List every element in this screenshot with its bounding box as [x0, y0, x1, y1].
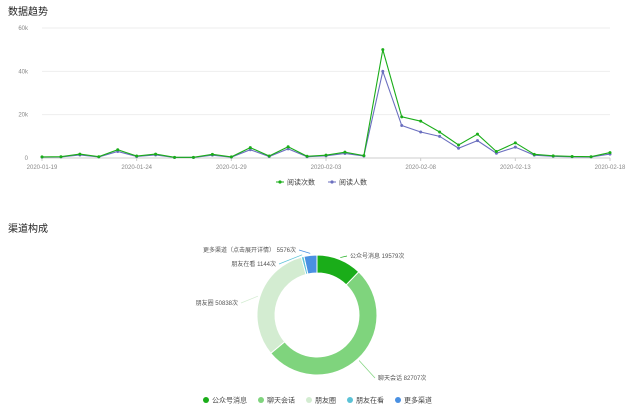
- data-point[interactable]: [475, 139, 479, 143]
- x-tick-label: 2020-02-13: [500, 165, 531, 171]
- data-point[interactable]: [116, 148, 120, 152]
- data-point[interactable]: [419, 130, 423, 134]
- legend-dot: [306, 397, 312, 403]
- legend-item[interactable]: 阅读人数: [328, 178, 367, 187]
- data-point[interactable]: [589, 155, 593, 159]
- donut-slice[interactable]: [303, 254, 318, 275]
- data-point[interactable]: [248, 146, 252, 150]
- slice-label: 更多渠道（点击展开详情） 5576次: [203, 246, 296, 254]
- x-tick-label: 2020-02-08: [405, 165, 436, 171]
- data-point[interactable]: [381, 69, 385, 73]
- x-tick-label: 2020-01-29: [216, 165, 247, 171]
- donut-slice[interactable]: [270, 271, 378, 376]
- slice-leader-line: [298, 249, 311, 254]
- data-point[interactable]: [173, 155, 177, 159]
- legend-label: 朋友圈: [315, 396, 336, 405]
- data-point[interactable]: [570, 154, 574, 158]
- legend-label: 阅读人数: [339, 178, 367, 187]
- data-point[interactable]: [210, 152, 214, 156]
- x-tick-label: 2020-02-03: [311, 165, 342, 171]
- data-point[interactable]: [191, 155, 195, 159]
- y-tick-label: 40k: [18, 69, 29, 75]
- data-point[interactable]: [608, 151, 612, 155]
- data-point[interactable]: [343, 150, 347, 154]
- data-point[interactable]: [305, 154, 309, 158]
- slice-label: 公众号消息 19579次: [350, 252, 404, 260]
- data-point[interactable]: [248, 148, 252, 152]
- slice-leader-line: [340, 255, 348, 258]
- data-point[interactable]: [97, 155, 101, 159]
- data-point[interactable]: [475, 132, 479, 136]
- legend-marker: [278, 180, 282, 184]
- legend-item[interactable]: 阅读次数: [276, 178, 315, 187]
- legend-dot: [347, 397, 353, 403]
- x-tick-label: 2020-02-18: [595, 165, 626, 171]
- legend-marker: [330, 180, 334, 184]
- data-point[interactable]: [513, 145, 517, 149]
- data-point[interactable]: [532, 152, 536, 156]
- legend-item[interactable]: 朋友圈: [306, 396, 336, 405]
- data-point[interactable]: [154, 152, 158, 156]
- legend-dot: [395, 397, 401, 403]
- legend-label: 公众号消息: [212, 396, 247, 405]
- y-tick-label: 0: [25, 156, 29, 162]
- legend-item[interactable]: 更多渠道: [395, 396, 432, 405]
- slice-leader-line: [278, 254, 303, 265]
- legend-label: 聊天会话: [267, 396, 295, 405]
- legend-dot: [203, 397, 209, 403]
- donut-slice[interactable]: [256, 256, 307, 354]
- data-point[interactable]: [381, 48, 385, 52]
- x-tick-label: 2020-01-19: [27, 165, 58, 171]
- legend-label: 朋友在看: [356, 396, 384, 405]
- data-point[interactable]: [551, 154, 555, 158]
- slice-leader-line: [240, 295, 259, 304]
- data-point[interactable]: [494, 150, 498, 153]
- data-point[interactable]: [40, 155, 44, 159]
- data-point[interactable]: [400, 115, 404, 119]
- data-point[interactable]: [286, 145, 290, 149]
- legend-item[interactable]: 公众号消息: [203, 396, 247, 405]
- data-point[interactable]: [324, 153, 328, 157]
- channel-title: 渠道构成: [8, 224, 48, 235]
- legend-item[interactable]: 朋友在看: [347, 396, 384, 405]
- data-point[interactable]: [135, 154, 139, 158]
- data-point[interactable]: [513, 141, 517, 145]
- trend-line-chart: 0 20k 40k 60k 2020-01-19 2020-01-24 2020-01-29…: [18, 26, 626, 187]
- data-point[interactable]: [362, 154, 366, 158]
- legend-label: 更多渠道: [404, 396, 432, 405]
- y-tick-label: 60k: [18, 26, 29, 32]
- slice-leader-line: [358, 360, 376, 379]
- data-point[interactable]: [457, 143, 461, 147]
- x-tick-label: 2020-01-24: [121, 165, 152, 171]
- y-tick-label: 20k: [18, 113, 29, 119]
- data-point[interactable]: [438, 130, 442, 134]
- slice-label: 聊天会话 82707次: [378, 374, 426, 382]
- legend-label: 阅读次数: [287, 178, 315, 187]
- data-point[interactable]: [457, 146, 461, 150]
- legend-dot: [258, 397, 264, 403]
- data-point[interactable]: [59, 155, 63, 159]
- data-point[interactable]: [438, 134, 442, 138]
- data-point[interactable]: [267, 154, 271, 158]
- data-point[interactable]: [400, 124, 404, 127]
- slice-label: 朋友圈 50838次: [196, 299, 238, 307]
- trend-title: 数据趋势: [8, 7, 48, 18]
- slice-label: 朋友在看 1144次: [231, 260, 276, 268]
- data-point[interactable]: [78, 152, 82, 156]
- data-point[interactable]: [286, 147, 290, 151]
- legend-item[interactable]: 聊天会话: [258, 396, 295, 405]
- data-point[interactable]: [419, 119, 423, 123]
- data-point[interactable]: [229, 155, 233, 159]
